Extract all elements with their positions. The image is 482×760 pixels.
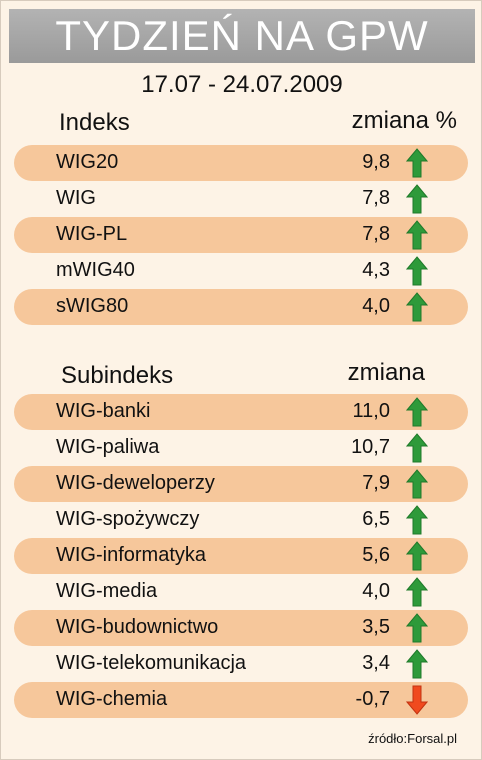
subindex-change-header: zmiana — [347, 359, 425, 386]
up-arrow-icon — [406, 577, 428, 607]
change-value: 10,7 — [351, 436, 390, 458]
up-arrow-icon — [406, 292, 428, 322]
index-name: mWIG40 — [56, 259, 135, 281]
change-value: 11,0 — [352, 400, 390, 422]
index-name: WIG-banki — [56, 400, 151, 422]
table-row: WIG-banki 11,0 — [14, 394, 468, 430]
up-arrow-icon — [406, 220, 428, 250]
change-value: 4,0 — [362, 295, 390, 317]
table-row: WIG-deweloperzy 7,9 — [14, 466, 468, 502]
change-value: 9,8 — [362, 151, 390, 173]
subindex-column-header: Subindeks — [61, 362, 174, 389]
up-arrow-icon — [406, 505, 428, 535]
up-arrow-icon — [406, 469, 428, 499]
up-arrow-icon — [406, 184, 428, 214]
table-row: WIG20 9,8 — [14, 145, 468, 181]
index-name: WIG-media — [56, 580, 158, 602]
change-value: 4,0 — [362, 580, 390, 602]
down-arrow-icon — [406, 685, 428, 715]
table-row: sWIG80 4,0 — [14, 289, 468, 325]
up-arrow-icon — [406, 256, 428, 286]
index-name: WIG — [56, 187, 96, 209]
index-name: WIG-telekomunikacja — [56, 652, 247, 674]
index-name: sWIG80 — [56, 295, 129, 317]
index-name: WIG-chemia — [56, 688, 168, 710]
change-value: 3,5 — [362, 616, 390, 638]
table-row: WIG-informatyka 5,6 — [14, 538, 468, 574]
index-change-header: zmiana % — [351, 107, 457, 134]
change-value: 3,4 — [362, 652, 390, 674]
change-value: 7,8 — [362, 223, 390, 245]
change-value: 4,3 — [362, 259, 390, 281]
index-name: WIG-spożywczy — [56, 508, 200, 530]
table-row: WIG 7,8 — [14, 181, 468, 217]
change-value: 7,9 — [362, 472, 390, 494]
table-row: WIG-paliwa 10,7 — [14, 430, 468, 466]
table-row: WIG-chemia -0,7 — [14, 682, 468, 718]
table-row: WIG-media 4,0 — [14, 574, 468, 610]
table-row: WIG-PL 7,8 — [14, 217, 468, 253]
change-value: 6,5 — [362, 508, 390, 530]
title-banner: TYDZIEŃ NA GPW — [9, 9, 475, 63]
change-value: 5,6 — [362, 544, 390, 566]
table-row: WIG-budownictwo 3,5 — [14, 610, 468, 646]
up-arrow-icon — [406, 649, 428, 679]
up-arrow-icon — [406, 433, 428, 463]
table-row: mWIG40 4,3 — [14, 253, 468, 289]
date-range: 17.07 - 24.07.2009 — [141, 71, 343, 98]
table-row: WIG-spożywczy 6,5 — [14, 502, 468, 538]
index-name: WIG-PL — [56, 223, 128, 245]
up-arrow-icon — [406, 397, 428, 427]
index-name: WIG-informatyka — [56, 544, 207, 566]
change-value: 7,8 — [362, 187, 390, 209]
up-arrow-icon — [406, 148, 428, 178]
source-note: źródło:Forsal.pl — [368, 731, 457, 746]
index-name: WIG-paliwa — [56, 436, 160, 458]
table-row: WIG-telekomunikacja 3,4 — [14, 646, 468, 682]
index-name: WIG-budownictwo — [56, 616, 219, 638]
change-value: -0,7 — [355, 688, 390, 710]
index-column-header: Indeks — [59, 109, 130, 136]
up-arrow-icon — [406, 613, 428, 643]
index-name: WIG-deweloperzy — [56, 472, 215, 494]
index-name: WIG20 — [56, 151, 119, 173]
up-arrow-icon — [406, 541, 428, 571]
